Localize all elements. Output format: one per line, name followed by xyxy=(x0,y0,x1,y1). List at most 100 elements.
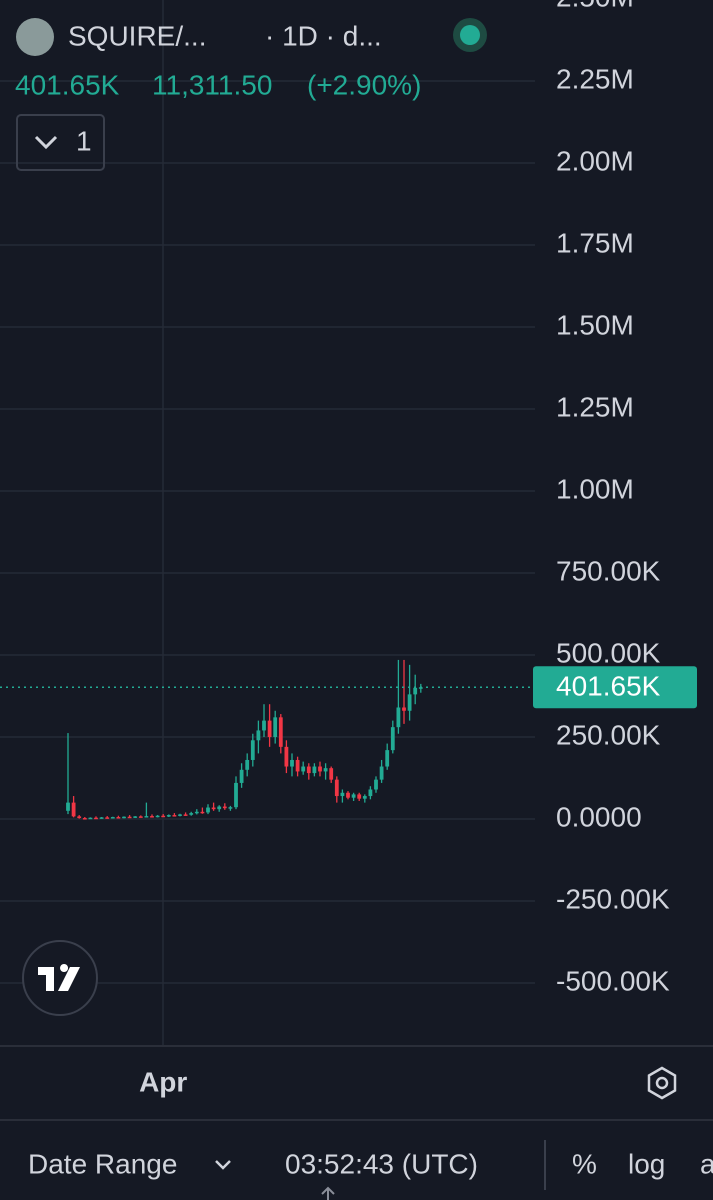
logo-mark xyxy=(38,964,80,991)
y-tick-label: 2.50M xyxy=(556,0,634,12)
candle-body xyxy=(116,817,121,819)
candle-body xyxy=(122,816,126,819)
symbol-avatar[interactable] xyxy=(16,18,54,56)
status-dot xyxy=(460,25,480,45)
candle-body xyxy=(194,811,199,814)
candle-body xyxy=(284,746,289,767)
scroll-arrow xyxy=(321,1186,335,1200)
candle-body xyxy=(133,816,138,818)
y-tick-label: 0.0000 xyxy=(556,801,642,832)
symbol[interactable]: SQUIRE/... xyxy=(68,20,206,51)
candle-body xyxy=(379,766,384,780)
change-percent: (+2.90%) xyxy=(307,69,421,100)
candle-body xyxy=(318,766,322,772)
candle-body xyxy=(413,687,418,695)
y-axis: 2.50M 2.25M 2.00M 1.75M 1.50M 1.25M 1.00M 750.0… xyxy=(533,0,697,996)
candle-body xyxy=(301,766,306,772)
last-price: 401.65K xyxy=(15,69,120,100)
candle-body xyxy=(278,717,283,747)
y-tick-label: 1.50M xyxy=(556,309,634,340)
candle-body xyxy=(267,720,272,738)
candle-body xyxy=(295,759,300,772)
candle-body xyxy=(172,815,177,817)
tradingview-logo[interactable] xyxy=(22,940,98,1016)
candle-body xyxy=(105,817,110,819)
candle-body xyxy=(138,816,143,818)
candle-body xyxy=(178,814,182,816)
candle-body xyxy=(211,807,216,810)
candle-body xyxy=(250,740,255,760)
candle-body xyxy=(312,766,317,774)
candle-body xyxy=(110,817,115,819)
chevron-icon xyxy=(34,135,58,150)
candle-body xyxy=(217,806,222,810)
chevron-icon xyxy=(215,1160,231,1170)
candle-body xyxy=(222,806,227,809)
candle-body xyxy=(161,815,166,818)
candle-body xyxy=(357,794,362,799)
candle-body xyxy=(99,817,104,819)
y-tick-label: 1.00M xyxy=(556,473,634,504)
candle-body xyxy=(334,779,339,797)
candles xyxy=(0,659,535,820)
y-tick-label: -250.00K xyxy=(556,883,670,914)
candle-body xyxy=(402,707,406,711)
clock[interactable]: 03:52:43 (UTC) xyxy=(285,1148,478,1179)
candle-body xyxy=(82,818,87,820)
y-tick-label: 2.00M xyxy=(556,145,634,176)
candle-body xyxy=(351,794,356,798)
candle-body xyxy=(396,707,401,728)
change: 11,311.50 xyxy=(152,69,272,100)
candle-body xyxy=(88,817,93,820)
candle-body xyxy=(306,766,311,774)
settings-icon-center xyxy=(655,1076,669,1090)
indicator-count: 1 xyxy=(76,125,92,156)
y-tick-label: 500.00K xyxy=(556,637,661,668)
candle-body xyxy=(323,768,328,772)
candle-body xyxy=(94,817,98,820)
candle-body xyxy=(166,815,171,817)
candle-body xyxy=(71,802,76,817)
candle-body xyxy=(346,792,350,798)
candle-body xyxy=(206,807,210,813)
candle-body xyxy=(385,750,390,767)
candle-body xyxy=(256,730,261,741)
indicator-toggle[interactable] xyxy=(16,114,105,171)
candle-body xyxy=(183,814,188,816)
candle-body xyxy=(374,779,378,790)
y-tick-label: 250.00K xyxy=(556,719,661,750)
candle-body xyxy=(150,816,154,818)
candle-body xyxy=(262,720,266,731)
y-tick-label: 1.75M xyxy=(556,227,634,258)
log-toggle[interactable]: log xyxy=(628,1148,665,1179)
candle-body xyxy=(228,807,233,809)
auto-toggle[interactable]: a xyxy=(700,1148,713,1179)
candle-body xyxy=(155,815,160,818)
candle-body xyxy=(66,802,70,811)
price-label-box xyxy=(533,666,697,709)
date-range[interactable]: Date Range xyxy=(28,1148,177,1179)
candle-body xyxy=(127,816,132,819)
candle-body xyxy=(245,759,250,770)
x-tick-label: Apr xyxy=(139,1066,187,1097)
percent-toggle[interactable]: % xyxy=(572,1148,597,1179)
y-tick-label: 2.25M xyxy=(556,63,634,94)
candle-body xyxy=(390,727,395,751)
candle-body xyxy=(273,717,278,738)
candle-body xyxy=(368,789,373,797)
y-tick-label: 750.00K xyxy=(556,555,661,586)
candle-body xyxy=(290,759,294,767)
interval[interactable]: · 1D · d... xyxy=(265,20,382,51)
candle-body xyxy=(362,796,367,799)
candle-body xyxy=(329,768,334,780)
candle-body xyxy=(340,792,345,797)
price-label: 401.65K xyxy=(556,671,661,702)
candle-body xyxy=(77,816,82,819)
candle-body xyxy=(407,694,412,711)
settings-icon[interactable] xyxy=(647,1066,677,1100)
candle-body xyxy=(239,769,244,783)
candle-body xyxy=(234,782,238,808)
